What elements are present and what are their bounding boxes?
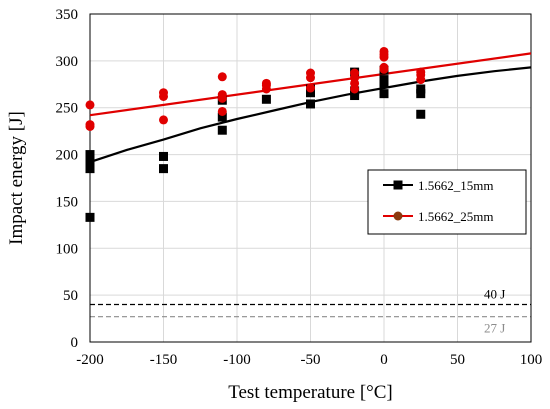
data-point-circle	[85, 100, 95, 110]
data-point-square	[379, 89, 389, 99]
reference-line-label: 27 J	[484, 321, 505, 336]
data-point-circle	[306, 68, 315, 78]
data-point-square	[217, 125, 227, 135]
data-point-circle	[217, 72, 227, 82]
data-point-circle	[261, 78, 271, 88]
legend: 1.5662_15mm 1.5662_25mm	[367, 169, 527, 235]
data-points	[85, 46, 426, 222]
data-point-square	[416, 109, 426, 119]
data-point-square	[261, 94, 271, 104]
plot-area-frame	[89, 13, 532, 343]
y-tick-label: 300	[56, 54, 79, 70]
y-axis-title: Impact energy [J]	[6, 111, 27, 245]
data-point-circle	[306, 83, 315, 93]
data-point-circle	[217, 106, 227, 116]
x-tick-label: -100	[223, 352, 251, 368]
data-point-square	[85, 159, 95, 169]
legend-marker-square	[393, 180, 403, 190]
data-point-square	[217, 112, 227, 122]
y-tick-label: 200	[56, 148, 79, 164]
data-point-square	[379, 75, 389, 85]
data-point-square	[416, 84, 426, 94]
data-point-circle	[379, 62, 389, 72]
reference-lines: 40 J 27 J	[90, 287, 531, 336]
y-tick-label: 250	[56, 101, 79, 117]
x-tick-label: -50	[301, 352, 321, 368]
data-point-square	[85, 150, 95, 160]
data-point-square	[159, 151, 168, 161]
x-tick-label: -200	[76, 352, 104, 368]
x-tick-label: 100	[520, 352, 543, 368]
y-tick-label: 50	[63, 288, 78, 304]
data-point-circle	[159, 115, 168, 125]
data-point-circle	[85, 120, 95, 130]
y-tick-label: 100	[56, 241, 79, 257]
x-tick-labels: -200 -150 -100 -50 0 50 100	[76, 352, 542, 368]
y-tick-label: 0	[71, 335, 79, 351]
x-tick-label: 0	[380, 352, 388, 368]
x-axis-title: Test temperature [°C]	[228, 382, 393, 403]
data-point-square	[85, 212, 95, 222]
data-point-circle	[416, 67, 426, 77]
x-tick-label: -150	[150, 352, 178, 368]
x-tick-label: 50	[450, 352, 465, 368]
y-tick-label: 150	[56, 194, 79, 210]
data-point-circle	[217, 90, 227, 100]
legend-label-15mm: 1.5662_15mm	[418, 178, 493, 193]
data-point-square	[306, 99, 315, 109]
y-tick-label: 350	[56, 7, 79, 23]
data-point-circle	[159, 88, 168, 98]
data-point-square	[416, 89, 426, 99]
data-point-circle	[379, 46, 389, 56]
legend-label-25mm: 1.5662_25mm	[418, 209, 493, 224]
data-point-circle	[350, 68, 360, 78]
data-point-square	[350, 91, 360, 101]
data-point-square	[159, 164, 168, 174]
y-tick-labels: 0 50 100 150 200 250 300 350	[56, 7, 79, 351]
reference-line-label: 40 J	[484, 287, 505, 302]
legend-marker-circle	[393, 211, 403, 221]
data-point-square	[85, 164, 95, 174]
